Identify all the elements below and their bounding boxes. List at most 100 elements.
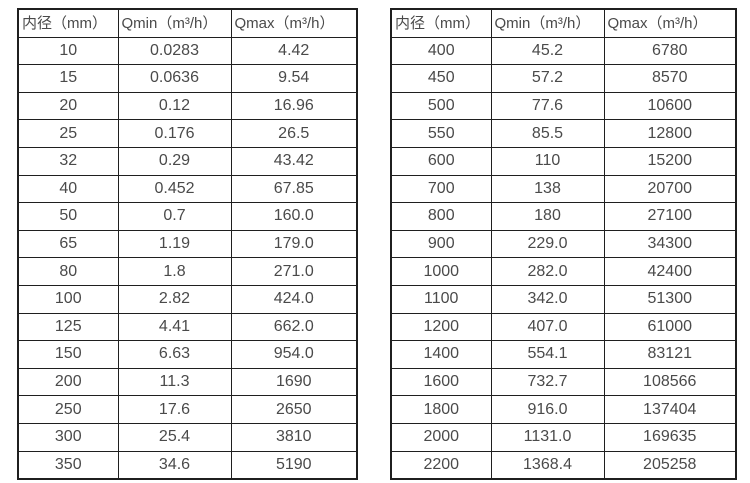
table-row: 550 85.5 12800 (390, 119, 737, 148)
table-row: 800 180 27100 (390, 202, 737, 231)
table-cell: 350 (17, 450, 119, 480)
column-header: 内径（mm） (17, 8, 119, 38)
table-cell: 67.85 (230, 174, 358, 204)
column-header: Qmin（m³/h） (117, 8, 232, 38)
table-row: 200 11.3 1690 (17, 367, 358, 397)
table-cell: 3810 (230, 422, 358, 452)
table-cell: 450 (390, 64, 492, 93)
table-cell: 40 (17, 174, 119, 204)
table-row: 400 45.2 6780 (390, 36, 737, 66)
table-cell: 1600 (390, 367, 492, 397)
table-row: 32 0.29 43.42 (17, 146, 358, 176)
table-cell: 250 (17, 395, 119, 424)
table-cell: 108566 (603, 367, 737, 397)
table-row: 600 110 15200 (390, 146, 737, 176)
table-cell: 26.5 (230, 119, 358, 148)
table-cell: 43.42 (230, 146, 358, 176)
table-cell: 180 (490, 202, 605, 231)
table-cell: 45.2 (490, 36, 605, 66)
table-cell: 150 (17, 340, 119, 369)
table-cell: 407.0 (490, 312, 605, 342)
table-cell: 800 (390, 202, 492, 231)
table-cell: 0.0283 (117, 36, 232, 66)
table-cell: 1131.0 (490, 422, 605, 452)
table-cell: 4.42 (230, 36, 358, 66)
table-cell: 954.0 (230, 340, 358, 369)
table-cell: 16.96 (230, 91, 358, 121)
table-cell: 600 (390, 146, 492, 176)
table-row: 15 0.0636 9.54 (17, 64, 358, 93)
table-cell: 554.1 (490, 340, 605, 369)
table-cell: 0.0636 (117, 64, 232, 93)
table-cell: 9.54 (230, 64, 358, 93)
table-cell: 662.0 (230, 312, 358, 342)
table-cell: 10600 (603, 91, 737, 121)
table-cell: 2650 (230, 395, 358, 424)
table-cell: 300 (17, 422, 119, 452)
table-cell: 12800 (603, 119, 737, 148)
table-cell: 2000 (390, 422, 492, 452)
table-cell: 110 (490, 146, 605, 176)
table-cell: 27100 (603, 202, 737, 231)
table-row: 350 34.6 5190 (17, 450, 358, 480)
table-cell: 1000 (390, 257, 492, 286)
table-row: 1800 916.0 137404 (390, 395, 737, 424)
table-cell: 900 (390, 229, 492, 259)
table-cell: 1.19 (117, 229, 232, 259)
table-cell: 11.3 (117, 367, 232, 397)
table-row: 150 6.63 954.0 (17, 340, 358, 369)
table-cell: 229.0 (490, 229, 605, 259)
table-cell: 8570 (603, 64, 737, 93)
column-header: 内径（mm） (390, 8, 492, 38)
table-cell: 1368.4 (490, 450, 605, 480)
table-cell: 732.7 (490, 367, 605, 397)
table-cell: 0.452 (117, 174, 232, 204)
table-row: 1400 554.1 83121 (390, 340, 737, 369)
table-cell: 200 (17, 367, 119, 397)
table-row: 900 229.0 34300 (390, 229, 737, 259)
table-cell: 65 (17, 229, 119, 259)
table-cell: 0.7 (117, 202, 232, 231)
table-cell: 179.0 (230, 229, 358, 259)
table-row: 1100 342.0 51300 (390, 284, 737, 314)
table-cell: 20 (17, 91, 119, 121)
table-row: 125 4.41 662.0 (17, 312, 358, 342)
table-row: 25 0.176 26.5 (17, 119, 358, 148)
table-cell: 15 (17, 64, 119, 93)
table-cell: 1400 (390, 340, 492, 369)
table-row: 40 0.452 67.85 (17, 174, 358, 204)
table-cell: 34.6 (117, 450, 232, 480)
table-cell: 169635 (603, 422, 737, 452)
table-cell: 550 (390, 119, 492, 148)
table-cell: 10 (17, 36, 119, 66)
table-cell: 424.0 (230, 284, 358, 314)
table-row: 250 17.6 2650 (17, 395, 358, 424)
table-cell: 5190 (230, 450, 358, 480)
table-cell: 25 (17, 119, 119, 148)
table-cell: 4.41 (117, 312, 232, 342)
table-cell: 400 (390, 36, 492, 66)
table-cell: 83121 (603, 340, 737, 369)
table-cell: 1690 (230, 367, 358, 397)
table-row: 500 77.6 10600 (390, 91, 737, 121)
table-row: 65 1.19 179.0 (17, 229, 358, 259)
table-cell: 6.63 (117, 340, 232, 369)
column-header: Qmin（m³/h） (490, 8, 605, 38)
table-cell: 271.0 (230, 257, 358, 286)
table-row: 1000 282.0 42400 (390, 257, 737, 286)
table-cell: 15200 (603, 146, 737, 176)
header-row: 内径（mm） Qmin（m³/h） Qmax（m³/h） (390, 8, 737, 38)
table-row: 300 25.4 3810 (17, 422, 358, 452)
table-row: 10 0.0283 4.42 (17, 36, 358, 66)
table-row: 2000 1131.0 169635 (390, 422, 737, 452)
table-cell: 80 (17, 257, 119, 286)
table-cell: 34300 (603, 229, 737, 259)
table-cell: 1200 (390, 312, 492, 342)
table-cell: 0.176 (117, 119, 232, 148)
table-row: 80 1.8 271.0 (17, 257, 358, 286)
table-cell: 125 (17, 312, 119, 342)
table-row: 100 2.82 424.0 (17, 284, 358, 314)
table-cell: 205258 (603, 450, 737, 480)
table-row: 1200 407.0 61000 (390, 312, 737, 342)
